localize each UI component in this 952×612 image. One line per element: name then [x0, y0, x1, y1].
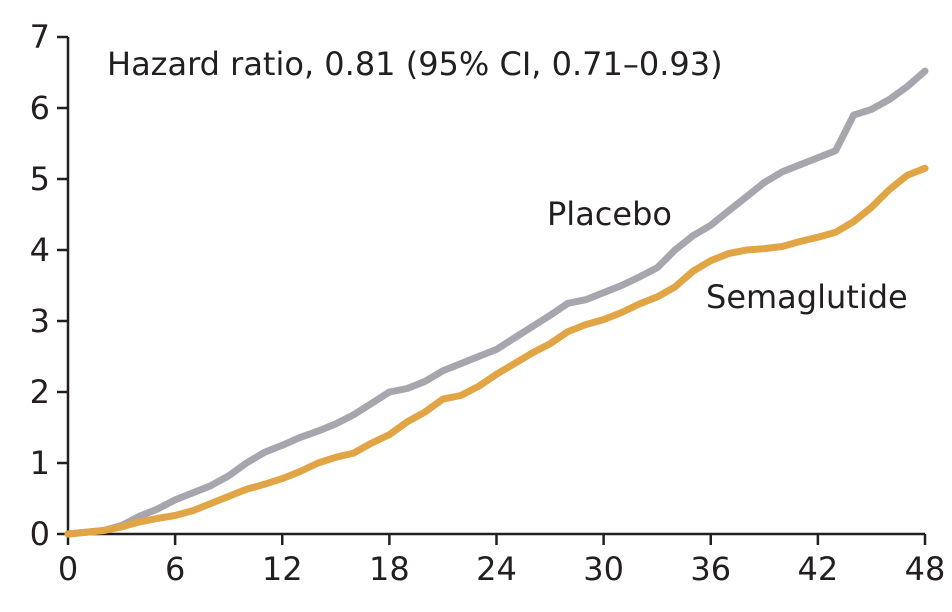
x-tick-label: 18	[369, 550, 410, 588]
x-tick-label: 42	[798, 550, 839, 588]
x-tick-label: 36	[690, 550, 731, 588]
y-tick-label: 2	[30, 373, 50, 411]
series-line-semaglutide	[64, 164, 929, 538]
series-line-placebo	[64, 67, 929, 538]
y-axis-ticks: 0 1 2 3 4 5 6 7	[30, 18, 68, 553]
series-label-placebo: Placebo	[547, 195, 672, 233]
y-tick-label: 1	[30, 444, 50, 482]
hazard-ratio-annotation: Hazard ratio, 0.81 (95% CI, 0.71–0.93)	[107, 45, 723, 83]
series-label-semaglutide: Semaglutide	[706, 278, 908, 316]
x-axis-ticks: 0 6 12 18 24 30 36 42 48	[58, 534, 946, 588]
y-tick-label: 6	[30, 89, 50, 127]
x-tick-label: 6	[165, 550, 185, 588]
y-tick-label: 4	[30, 231, 50, 269]
y-tick-label: 5	[30, 160, 50, 198]
x-tick-label: 30	[583, 550, 624, 588]
x-tick-label: 0	[58, 550, 78, 588]
x-tick-label: 24	[476, 550, 517, 588]
y-tick-label: 0	[30, 515, 50, 553]
x-tick-label: 12	[262, 550, 303, 588]
series-layer	[64, 67, 929, 538]
y-tick-label: 7	[30, 18, 50, 56]
y-tick-label: 3	[30, 302, 50, 340]
x-tick-label: 48	[905, 550, 946, 588]
